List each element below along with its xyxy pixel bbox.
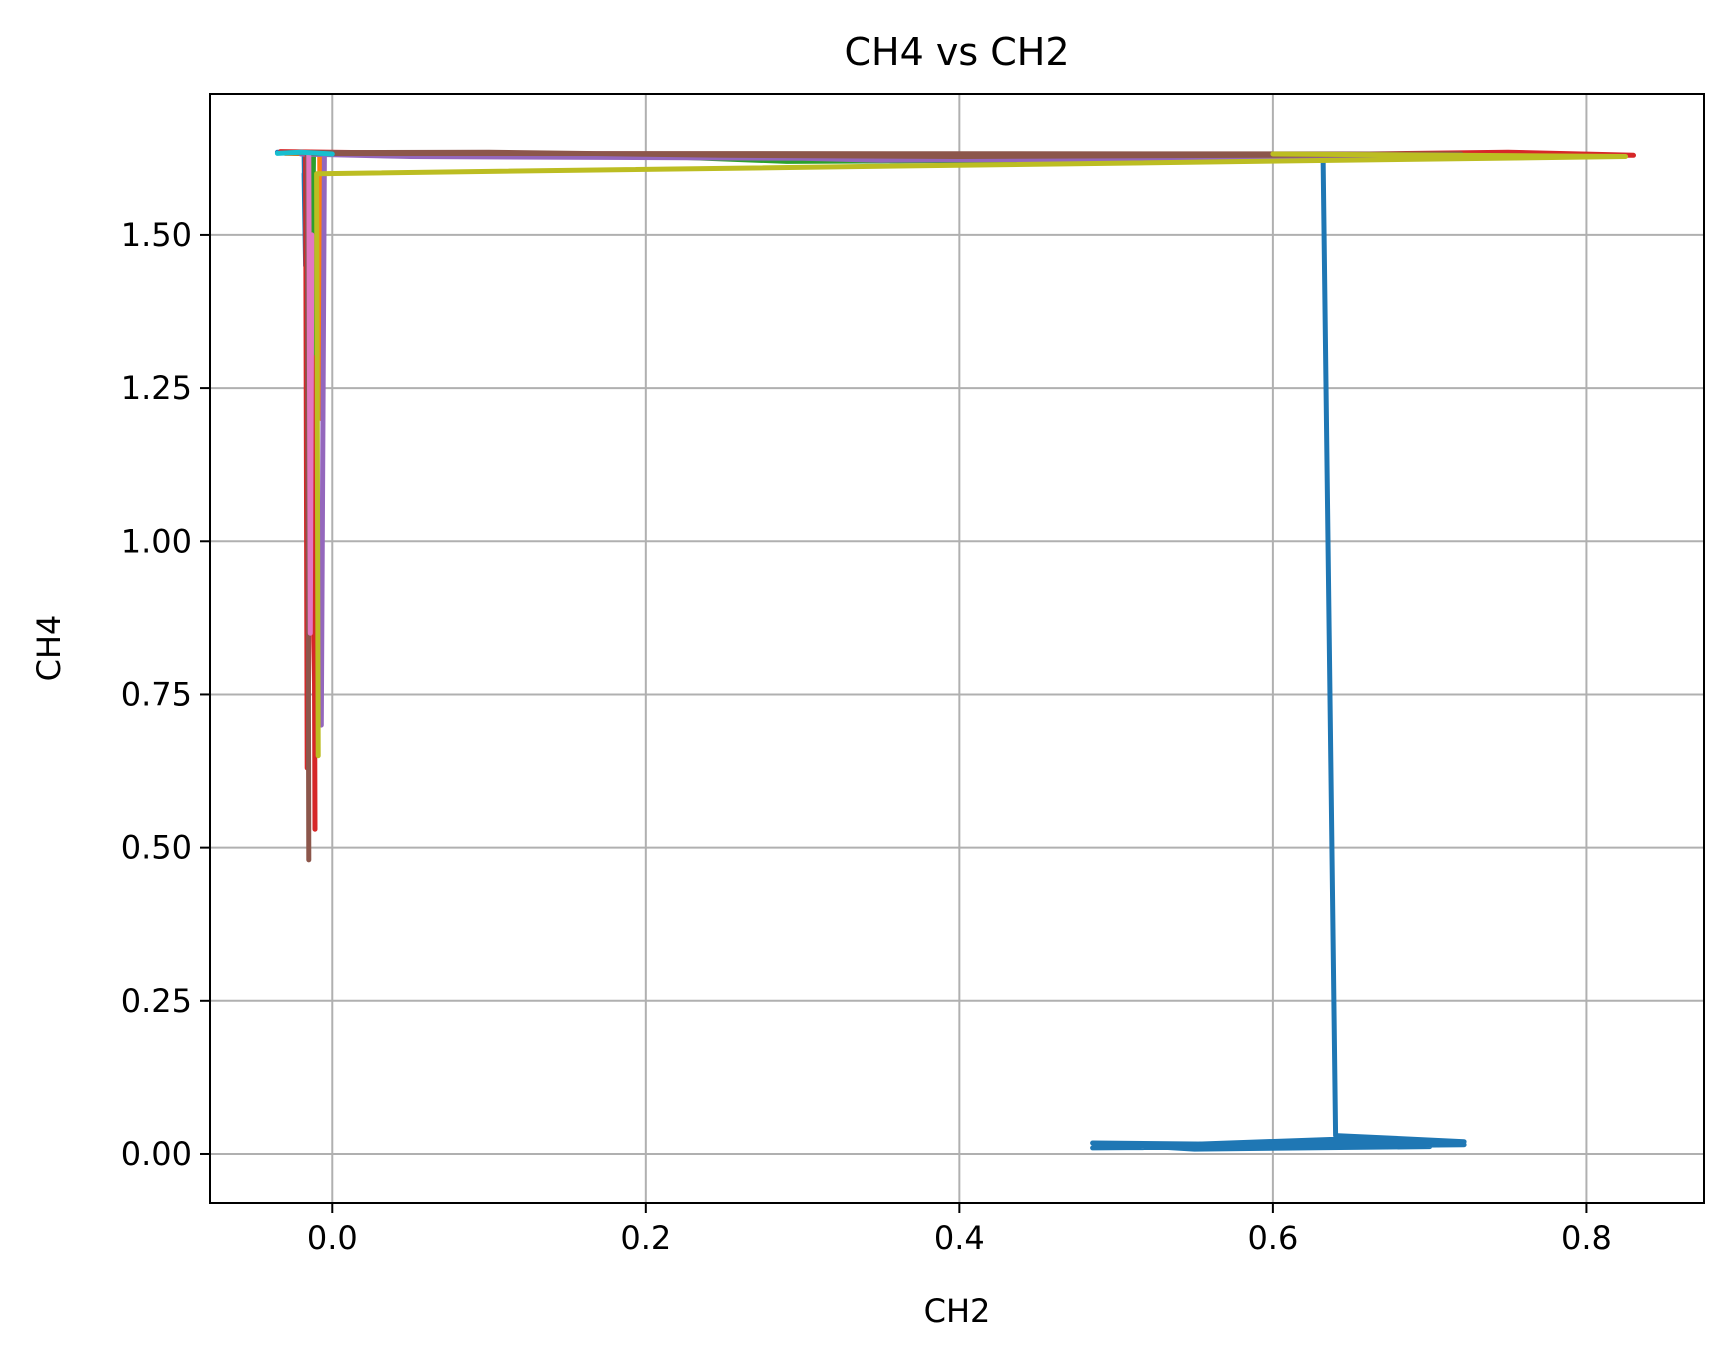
x-tick-label: 0.4	[934, 1219, 985, 1257]
y-tick-label: 0.75	[121, 675, 192, 713]
x-tick-label: 0.0	[307, 1219, 358, 1257]
y-tick-label: 1.00	[121, 522, 192, 560]
series-line-8	[306, 151, 315, 636]
x-tick-label: 0.2	[620, 1219, 671, 1257]
series-line-10	[274, 149, 335, 157]
grid-lines	[210, 94, 1704, 1203]
plot-frame	[209, 93, 1705, 1204]
data-series	[274, 149, 1636, 1152]
y-tick-label: 0.25	[121, 982, 192, 1020]
x-tick-label: 0.6	[1247, 1219, 1298, 1257]
x-axis-label: CH2	[924, 1292, 991, 1330]
y-tick-label: 0.50	[121, 829, 192, 867]
chart-title: CH4 vs CH2	[844, 30, 1069, 74]
y-tick-label: 1.25	[121, 369, 192, 407]
y-tick-label: 0.00	[121, 1135, 192, 1173]
series-line-9	[314, 151, 1629, 759]
y-axis-label: CH4	[30, 615, 68, 682]
x-tick-label: 0.8	[1561, 1219, 1612, 1257]
y-tick-label: 1.50	[121, 216, 192, 254]
series-line-7	[285, 149, 1464, 863]
axis-ticks: 0.0 0.2 0.4 0.6 0.8 0.00 0.25 0.50 0.75 1.00 1.25 1…	[121, 216, 1612, 1257]
